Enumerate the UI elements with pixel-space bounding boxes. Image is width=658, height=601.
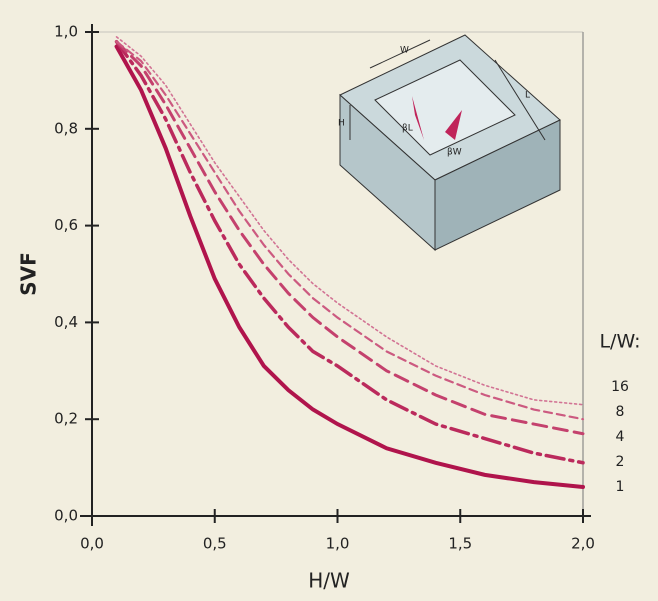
legend-label: 2	[616, 454, 625, 470]
x-tick-label: 2,0	[571, 535, 595, 553]
y-tick-label: 0,4	[54, 313, 78, 331]
series-line	[115, 40, 585, 421]
legend-label: 4	[616, 429, 625, 445]
legend-label: 8	[616, 404, 625, 420]
y-tick-label: 0,6	[54, 216, 78, 234]
x-tick-label: 0,0	[80, 535, 104, 553]
x-tick-label: 1,5	[448, 535, 472, 553]
inset-diagram: W L H βL βW	[338, 34, 561, 252]
y-tick-label: 0,2	[54, 410, 78, 428]
inset-label: βL	[402, 124, 413, 134]
legend-title: L/W:	[599, 331, 640, 353]
legend-label: 1	[616, 479, 625, 495]
y-axis-label: SVF	[17, 252, 41, 296]
series-line	[114, 44, 585, 489]
legend-label: 16	[611, 379, 629, 395]
inset-label: L	[525, 91, 530, 101]
y-tick-label: 0,8	[54, 119, 78, 137]
inset-label: βW	[447, 148, 462, 158]
x-axis-label: H/W	[308, 569, 350, 593]
series-line	[115, 40, 585, 436]
x-tick-label: 1,0	[326, 535, 350, 553]
y-tick-label: 0,0	[54, 507, 78, 525]
series-line	[114, 39, 585, 465]
y-tick-label: 1,0	[54, 23, 78, 41]
series-line	[115, 36, 584, 406]
inset-label: W	[400, 46, 409, 56]
x-tick-label: 0,5	[203, 535, 227, 553]
inset-label: H	[338, 119, 345, 129]
